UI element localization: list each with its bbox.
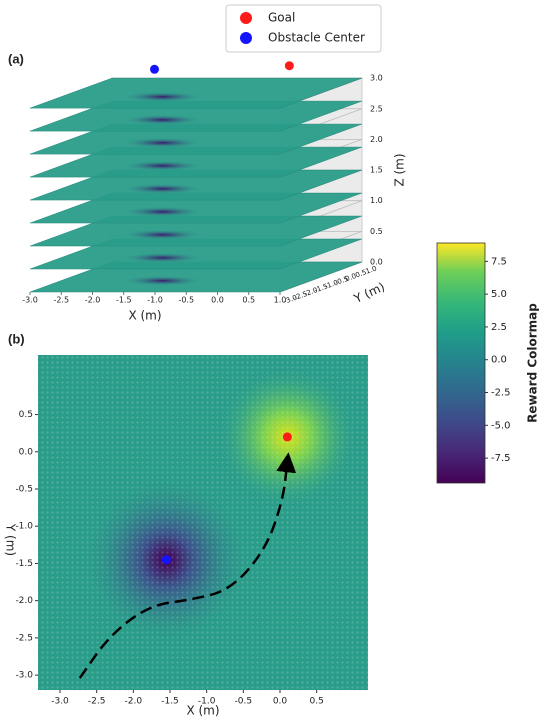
x-tick-label: -3.0 — [51, 697, 69, 707]
x-tick-label: -2.0 — [125, 697, 143, 707]
y-tick-label: 0.0 — [344, 272, 357, 283]
colorbar-tick-label: -7.5 — [491, 453, 511, 464]
point — [150, 64, 159, 74]
z-tick-label: 3.0 — [370, 74, 383, 83]
x-tick-label: -2.5 — [88, 697, 106, 707]
z-tick-label: 2.5 — [370, 104, 383, 113]
colorbar-label: Reward Colormap — [526, 303, 540, 423]
x-tick-label: -1.5 — [161, 697, 179, 707]
legend-marker — [240, 32, 252, 44]
y-tick-label: 1.0 — [365, 264, 378, 275]
layer — [29, 169, 363, 201]
layer-dip — [122, 275, 203, 286]
y-tick-label: -2.5 — [15, 633, 33, 643]
x-tick-label: -1.0 — [147, 296, 163, 305]
x-tick-label: -0.5 — [235, 697, 253, 707]
point — [282, 432, 292, 442]
layer-dip — [122, 114, 203, 125]
x-tick-label: 1.0 — [274, 296, 287, 305]
layer-dip — [122, 183, 203, 194]
point — [161, 555, 171, 565]
legend-box — [225, 4, 382, 53]
x-tick-label: -0.5 — [178, 296, 194, 305]
x-tick-label: 0.5 — [242, 296, 255, 305]
colorbar-tick-label: -5.0 — [491, 420, 511, 431]
z-tick-label: 0.5 — [370, 227, 383, 236]
y-tick-label: -2.0 — [15, 596, 33, 606]
colorbar-tick-label: -2.5 — [491, 388, 511, 399]
z-tick-label: 1.0 — [370, 196, 383, 205]
z-axis-label: Z (m) — [393, 153, 407, 186]
colorbar-tick-label: 2.5 — [491, 322, 507, 333]
layer — [29, 261, 363, 293]
point — [284, 61, 294, 71]
legend: Goal Obstacle Center — [225, 4, 382, 53]
layer — [29, 100, 363, 132]
x-tick-label: -1.5 — [116, 296, 132, 305]
y-tick-label: -0.5 — [15, 485, 33, 495]
layer — [29, 77, 363, 109]
colorbar-tick-label: 0.0 — [491, 355, 507, 366]
layer — [29, 146, 363, 178]
y-axis-label: Y (m) — [351, 280, 387, 307]
layer-dip — [122, 160, 203, 171]
layer — [29, 123, 363, 155]
y-tick-label: 0.0 — [19, 447, 34, 457]
x-tick-label: -2.0 — [85, 296, 101, 305]
x-tick-label: 0.5 — [310, 697, 324, 707]
legend-label: Goal — [268, 11, 295, 25]
colorbar-tick-label: 7.5 — [491, 256, 507, 267]
layer-dip — [122, 91, 203, 102]
planned-path — [78, 452, 297, 679]
colorbar-tick-label: 5.0 — [491, 289, 507, 300]
colorbar: -7.5 -5.0 -2.5 0.0 2.5 5.0 7.5 Reward Colormap — [436, 242, 540, 484]
y-tick-label: -3.0 — [15, 671, 33, 681]
legend-label: Obstacle Center — [268, 31, 365, 45]
y-axis-label: Y (m) — [4, 523, 18, 556]
layer-dip — [122, 229, 203, 240]
panel-b: -3.0 -2.5 -2.0 -1.5 -1.0 -0.5 0.0 0.5 -3.0 -2.5 -2… — [4, 355, 368, 718]
x-tick-label: 0.0 — [273, 697, 288, 707]
layer — [29, 238, 363, 270]
layer — [29, 192, 363, 224]
z-tick-label: 1.5 — [370, 166, 383, 175]
y-tick-label: 0.5 — [354, 268, 367, 279]
x-tick-label: 0.0 — [211, 296, 224, 305]
z-tick-label: 2.0 — [370, 135, 383, 144]
x-axis-label: X (m) — [186, 704, 219, 718]
x-tick-label: -3.0 — [22, 296, 38, 305]
layer-dip — [122, 137, 203, 148]
z-tick-label: 0.0 — [370, 258, 383, 267]
y-tick-label: -1.0 — [15, 522, 33, 532]
legend-marker — [240, 12, 252, 24]
x-tick-label: -1.0 — [198, 697, 216, 707]
panel-a: 0.00.51.01.52.02.53.0-3.0 -2.5 -2.0 -1.5 -1.… — [22, 61, 407, 323]
field-texture — [38, 355, 368, 690]
x-axis-label: X (m) — [128, 309, 161, 323]
panel-label: (b) — [8, 331, 25, 346]
layer-dip — [122, 206, 203, 217]
layer — [29, 215, 363, 247]
layer-dip — [122, 252, 203, 263]
y-tick-label: -1.5 — [15, 559, 33, 569]
x-tick-label: -2.5 — [53, 296, 69, 305]
y-tick-label: 0.5 — [19, 410, 33, 420]
colorbar-fill — [436, 242, 486, 484]
panel-label: (a) — [8, 51, 24, 66]
